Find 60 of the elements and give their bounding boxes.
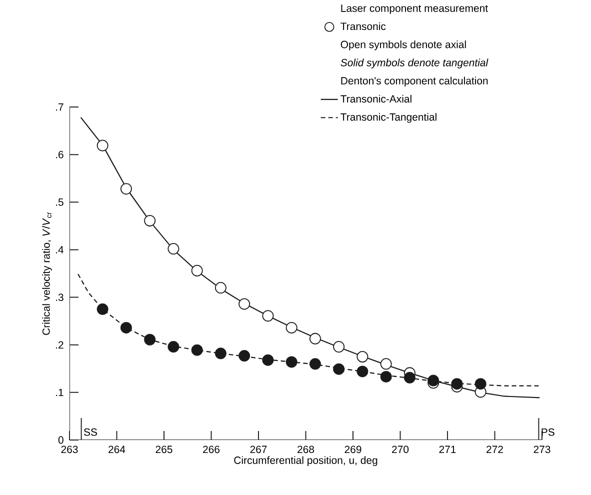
- x-tick-label: 265: [156, 446, 172, 454]
- point: [238, 350, 250, 362]
- point: [380, 358, 392, 370]
- point: [428, 374, 440, 386]
- point: [144, 214, 156, 226]
- legend-label: Transonic-Tangential: [340, 113, 436, 123]
- point: [168, 341, 180, 353]
- y-axis-title: Critical velocity ratio, V/V$_{cr}$: [42, 212, 52, 335]
- x-tick-label: 266: [203, 446, 220, 454]
- point: [333, 341, 345, 353]
- point: [356, 366, 368, 378]
- x-tick-label: 263: [61, 446, 78, 454]
- point: [238, 298, 250, 310]
- annotation: PS: [542, 428, 554, 436]
- point: [168, 243, 180, 255]
- annotation: SS: [84, 428, 97, 436]
- x-tick-label: 270: [392, 446, 409, 454]
- x-tick-label: 271: [439, 446, 456, 453]
- text: Denton's component calculation: [341, 76, 488, 87]
- text: Laser component measurement: [341, 4, 488, 14]
- y-tick-label: .3: [56, 294, 64, 301]
- point: [380, 370, 392, 382]
- point: [286, 356, 298, 368]
- y-tick-label: .4: [56, 246, 64, 254]
- point: [333, 363, 345, 375]
- point: [96, 140, 108, 152]
- y-tick-label: 0: [58, 436, 64, 444]
- legend-label: Transonic-Axial: [340, 94, 412, 103]
- y-tick-label: .7: [56, 103, 64, 111]
- point: [191, 344, 203, 356]
- point: [309, 332, 321, 344]
- y-tick-label: .6: [56, 150, 64, 158]
- point: [191, 264, 203, 276]
- x-tick-label: 268: [298, 446, 314, 454]
- point: [474, 378, 486, 390]
- point: [214, 282, 226, 294]
- point: [404, 372, 416, 384]
- legend-label: Transonic: [340, 22, 386, 30]
- y-tick-label: .2: [56, 341, 64, 349]
- point: [96, 303, 108, 315]
- y-tick-label: .5: [56, 198, 64, 206]
- x-tick-label: 273: [534, 446, 550, 454]
- point: [286, 322, 298, 334]
- x-tick-label: 267: [250, 446, 267, 454]
- x-axis-title: Circumferential position, u, deg: [234, 456, 378, 466]
- point: [309, 358, 321, 370]
- point: [356, 351, 368, 362]
- x-tick-label: 272: [486, 446, 503, 453]
- point: [144, 334, 156, 346]
- x-tick-label: 269: [344, 446, 362, 454]
- point: [120, 322, 132, 334]
- y-tick-label: .1: [56, 388, 64, 396]
- point: [262, 310, 274, 322]
- point: [262, 354, 274, 366]
- point: [451, 378, 463, 390]
- text: Open symbols denote axial: [340, 40, 466, 50]
- text: Solid symbols denote tangential: [340, 58, 488, 68]
- point: [214, 348, 226, 360]
- point: [120, 183, 132, 195]
- x-tick-label: 264: [108, 446, 126, 454]
